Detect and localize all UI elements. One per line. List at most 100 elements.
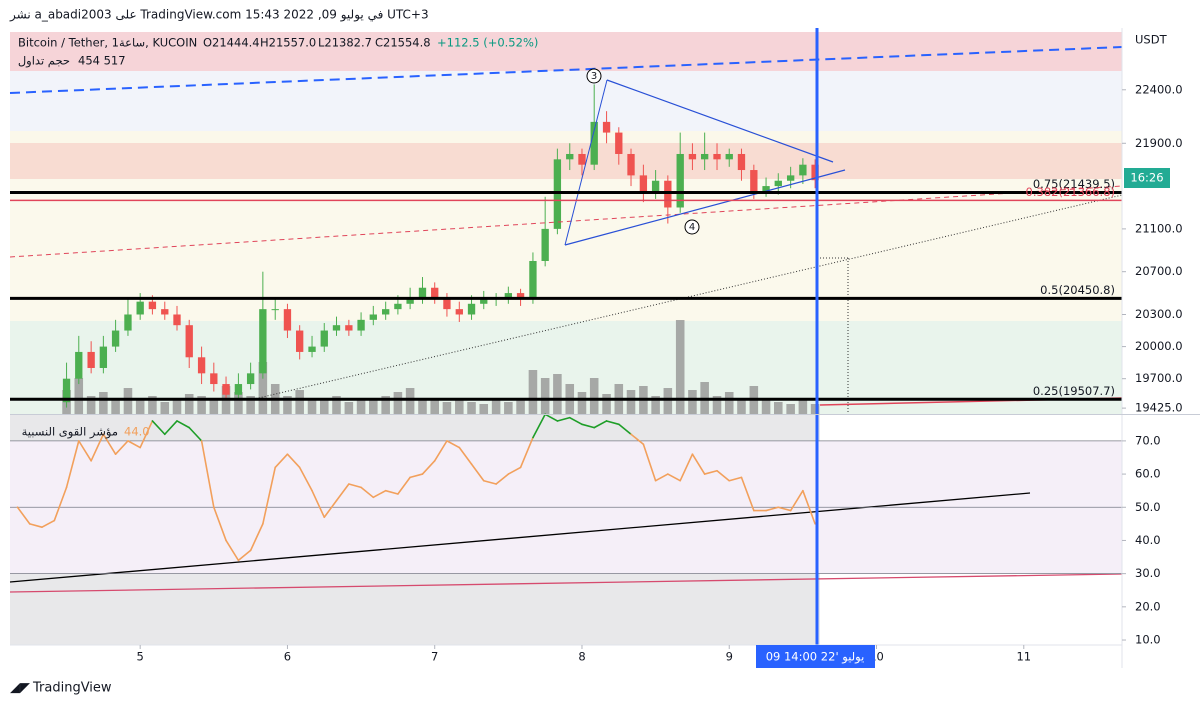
countdown: 16:26: [1130, 171, 1163, 185]
volume-bar: [246, 396, 255, 414]
volume-bar: [209, 400, 219, 414]
candle-body: [664, 180, 672, 208]
volume-bar: [148, 396, 157, 414]
volume-bar: [295, 390, 304, 414]
candle-body: [737, 153, 746, 171]
volume-bar: [381, 396, 390, 414]
rsi-trend: [9, 573, 1123, 593]
candle-body: [762, 186, 770, 192]
rsi-line: [28, 523, 43, 528]
candle-body: [320, 330, 328, 347]
rsi-line: [482, 479, 497, 485]
trend-line: [9, 46, 1123, 94]
y2-tick-label: 60.0: [1135, 467, 1161, 481]
candle-body: [296, 330, 304, 352]
rsi-line: [65, 440, 80, 489]
candle-body: [418, 287, 427, 299]
volume-bar: [135, 400, 145, 414]
volume-bar: [172, 398, 182, 414]
candle-body: [87, 351, 95, 368]
zone: [10, 143, 1122, 179]
candle-body: [467, 303, 476, 315]
wave-marker: [586, 68, 602, 84]
rsi-line: [360, 486, 375, 499]
rsi-line: [642, 443, 657, 482]
candle-body: [688, 153, 697, 160]
fib-label: 0.25(19507.7): [1033, 384, 1115, 398]
zone: [10, 131, 1122, 143]
candle-body: [185, 325, 193, 358]
rsi-line: [102, 433, 117, 455]
candle-body: [99, 346, 108, 368]
rsi-line: [728, 476, 743, 482]
volume-bar: [626, 390, 636, 414]
rsi-trend: [9, 492, 1031, 583]
volume-bar: [197, 396, 206, 414]
candle-body: [786, 175, 795, 181]
candle-body: [553, 159, 562, 229]
rsi-label: مؤشر القوى النسبية: [22, 425, 118, 440]
volume-bar: [123, 388, 133, 414]
rsi-line: [298, 466, 313, 492]
rsi-line: [262, 466, 277, 525]
rsi-line: [188, 426, 203, 442]
rsi-line: [667, 473, 682, 482]
volume-bar: [418, 398, 427, 414]
x-tick-label: 8: [578, 650, 585, 664]
rsi-line: [519, 436, 534, 469]
candle-body: [62, 378, 71, 403]
volume-bar: [307, 398, 317, 414]
volume-label: حجم تداول: [18, 54, 70, 69]
ohlc: C21554.8: [375, 36, 431, 50]
rsi-line: [286, 453, 301, 469]
volume-values: 454 517: [78, 54, 126, 68]
candle-body: [259, 309, 267, 374]
rsi-line: [581, 423, 596, 429]
rsi-line: [323, 499, 338, 519]
symbol: Bitcoin / Tether, 1ساعة, KUCOIN: [18, 36, 197, 50]
x-tick-label: 11: [1016, 650, 1031, 664]
volume-bar: [651, 396, 660, 414]
volume-bar: [160, 402, 170, 414]
rsi-line: [765, 506, 780, 512]
y2-tick-label: 50.0: [1135, 500, 1161, 514]
brand: TradingView: [32, 681, 112, 696]
volume-bar: [369, 400, 378, 414]
volume-bar: [589, 378, 599, 414]
rsi-line: [691, 453, 706, 475]
candle-body: [504, 293, 513, 299]
rsi-line: [41, 519, 56, 528]
candle-body: [382, 309, 390, 315]
rsi-line: [127, 440, 141, 449]
candle-body: [615, 132, 623, 154]
triangle: [564, 169, 846, 246]
candle-body: [124, 314, 132, 331]
x-tick-label: 7: [431, 650, 438, 664]
volume-bar: [577, 392, 587, 414]
rsi-line: [225, 539, 240, 562]
wave-marker: [684, 219, 700, 235]
triangle: [606, 79, 834, 163]
candle-body: [345, 325, 353, 331]
candle-body: [148, 301, 157, 310]
cursor-time: 09 يوليو '22 14:00: [766, 650, 865, 665]
volume-bar: [111, 398, 120, 414]
rsi-line: [556, 416, 571, 422]
change: +112.5 (+0.52%): [437, 36, 538, 50]
fib-label: 0.5(20450.8): [1040, 283, 1115, 297]
zone: [10, 71, 1122, 131]
y-tick-label: 21900.0: [1135, 136, 1183, 150]
rsi-line: [617, 423, 632, 436]
volume-bar: [663, 388, 673, 414]
volume-bar: [283, 396, 292, 414]
rsi-line: [384, 489, 399, 495]
volume-bar: [455, 400, 464, 414]
currency: USDT: [1135, 33, 1168, 47]
candle-body: [332, 325, 341, 331]
volume-bar: [74, 378, 84, 414]
rsi-line: [335, 483, 350, 502]
volume-bar: [810, 404, 820, 414]
candle-body: [394, 303, 402, 310]
candle-body: [774, 180, 782, 187]
